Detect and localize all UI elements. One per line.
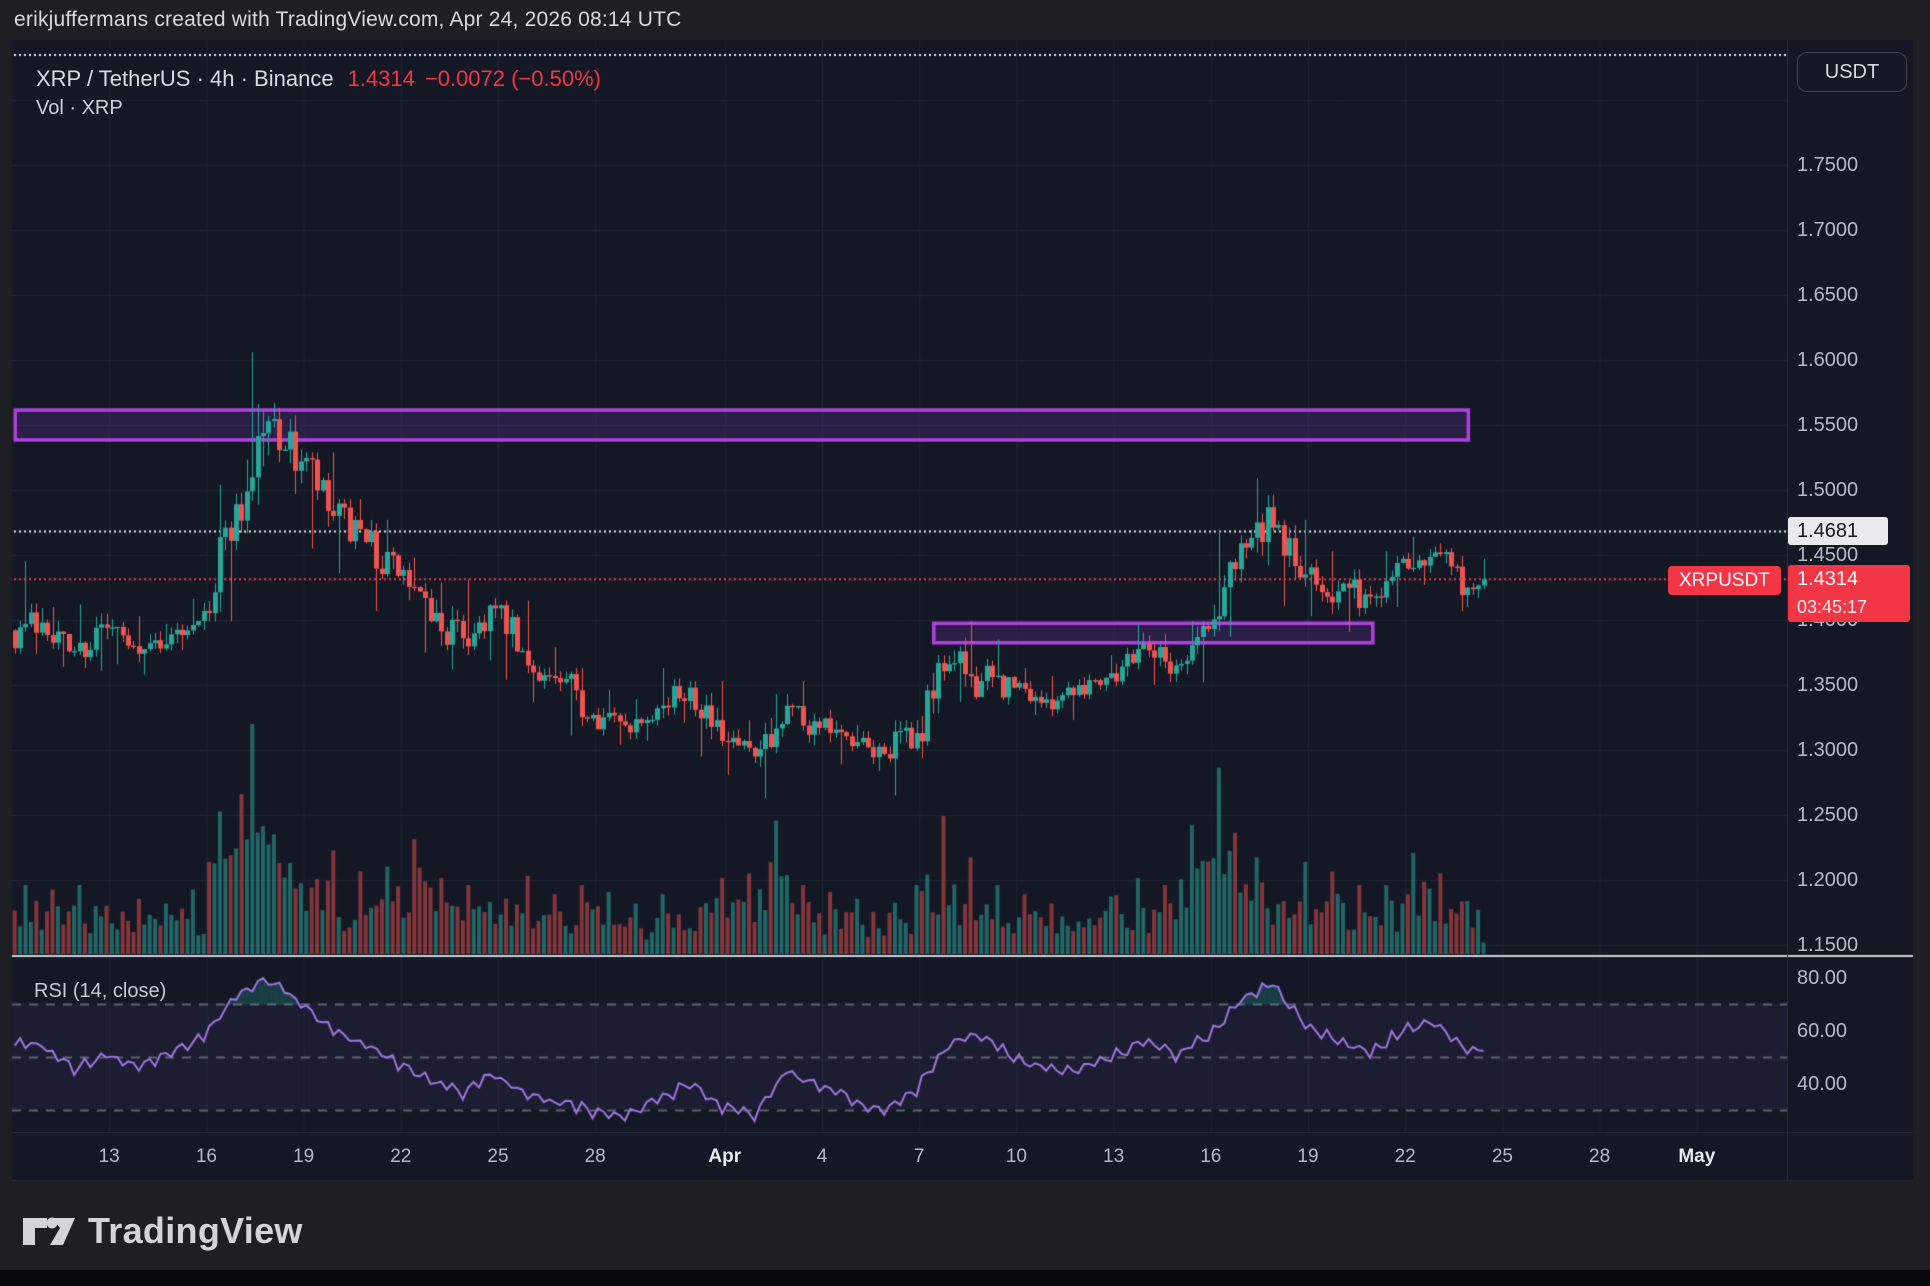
time-tick-label: 4	[816, 1146, 828, 1167]
last-price-value: 1.4314	[1797, 568, 1859, 590]
symbol-title[interactable]: XRP / TetherUS · 4h · Binance	[36, 66, 334, 91]
price-tick-label: 1.5500	[1797, 414, 1859, 436]
time-tick-label: 7	[913, 1146, 925, 1167]
tradingview-logo[interactable]: TradingView	[22, 1210, 303, 1252]
time-tick-label: 25	[1491, 1146, 1513, 1167]
tradingview-logo-text: TradingView	[88, 1210, 303, 1251]
price-tick-label: 1.5000	[1797, 479, 1859, 501]
price-tick-label: 1.7000	[1797, 219, 1859, 241]
time-tick-label: 22	[1394, 1146, 1416, 1167]
price-tick-label: 1.2500	[1797, 804, 1859, 826]
price-tick-label: 1.1500	[1797, 934, 1859, 956]
time-tick-label: 28	[584, 1146, 606, 1167]
time-tick-label: 19	[293, 1146, 315, 1167]
time-tick-label: 19	[1297, 1146, 1319, 1167]
time-tick-label: 16	[195, 1146, 217, 1167]
price-level-badge: 1.4681	[1788, 517, 1888, 545]
volume-legend[interactable]: Vol · XRP	[36, 97, 123, 119]
symbol-legend[interactable]: XRP / TetherUS · 4h · Binance 1.4314 −0.00…	[36, 66, 601, 92]
rsi-tick-label: 80.00	[1797, 967, 1848, 989]
candle-countdown: 03:45:17	[1797, 597, 1868, 617]
rsi-tick-label: 60.00	[1797, 1020, 1848, 1042]
time-tick-label: 16	[1200, 1146, 1222, 1167]
bottom-strip	[0, 1270, 1930, 1286]
rsi-indicator-legend[interactable]: RSI (14, close)	[34, 980, 167, 1002]
time-tick-label: 25	[487, 1146, 509, 1167]
price-tick-label: 1.6500	[1797, 284, 1859, 306]
price-tick-label: 1.6000	[1797, 349, 1859, 371]
price-tick-label: 1.3500	[1797, 674, 1859, 696]
time-tick-label: 10	[1005, 1146, 1027, 1167]
time-tick-label: 22	[390, 1146, 412, 1167]
rsi-tick-label: 40.00	[1797, 1073, 1848, 1095]
legend-change: −0.0072 (−0.50%)	[424, 66, 601, 91]
time-tick-label: May	[1678, 1146, 1716, 1167]
price-tick-label: 1.4500	[1797, 544, 1859, 566]
price-tick-label: 1.7500	[1797, 154, 1859, 176]
legend-last-price: 1.4314	[347, 66, 415, 91]
time-tick-label: Apr	[708, 1146, 742, 1167]
price-tick-label: 1.3000	[1797, 739, 1859, 761]
time-tick-label: 13	[1103, 1146, 1125, 1167]
symbol-price-tag: XRPUSDT	[1668, 566, 1781, 595]
time-tick-label: 13	[98, 1146, 120, 1167]
currency-toggle-button[interactable]: USDT	[1797, 52, 1907, 92]
time-tick-label: 28	[1589, 1146, 1611, 1167]
attribution-text: erikjuffermans created with TradingView.…	[14, 8, 682, 31]
tradingview-logo-icon	[23, 1217, 75, 1245]
last-price-badge: 1.4314 03:45:17	[1788, 565, 1910, 622]
price-tick-label: 1.2000	[1797, 869, 1859, 891]
